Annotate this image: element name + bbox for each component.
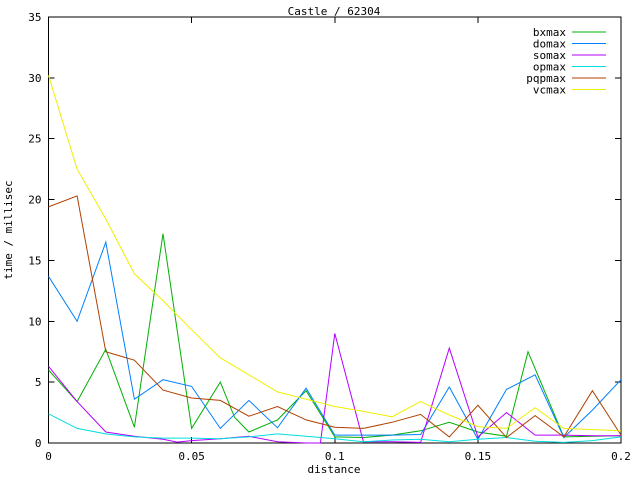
- legend-label-somax: somax: [533, 49, 566, 62]
- x-tick-label: 0.1: [325, 450, 345, 463]
- y-tick-label: 25: [28, 133, 41, 146]
- y-tick-label: 10: [28, 315, 41, 328]
- legend-label-bxmax: bxmax: [533, 26, 566, 39]
- y-tick-label: 0: [35, 437, 42, 450]
- x-axis-label: distance: [308, 463, 361, 476]
- x-tick-label: 0.05: [178, 450, 205, 463]
- y-axis-label: time / millisec: [2, 180, 15, 279]
- legend-label-pqpmax: pqpmax: [526, 72, 566, 85]
- series-line-bxmax: [48, 233, 622, 439]
- legend-label-opmax: opmax: [533, 61, 566, 74]
- series-line-domax: [48, 240, 622, 441]
- series-line-somax: [48, 333, 621, 444]
- series-line-opmax: [48, 413, 622, 443]
- y-tick-label: 15: [28, 254, 41, 267]
- chart-title: Castle / 62304: [288, 5, 381, 18]
- legend-label-domax: domax: [533, 38, 566, 51]
- series-layer: [48, 75, 622, 444]
- x-tick-label: 0.2: [611, 450, 631, 463]
- y-tick-label: 5: [35, 376, 42, 389]
- y-tick-label: 20: [28, 194, 41, 207]
- legend-label-vcmax: vcmax: [533, 84, 566, 97]
- x-tick-label: 0.15: [465, 450, 492, 463]
- axes-layer: 0 0.05 0.1 0.15 0.2 0 5 10 15 20 25 30 35: [28, 11, 631, 463]
- series-line-vcmax: [48, 75, 622, 432]
- y-tick-label: 35: [28, 11, 41, 24]
- series-line-pqpmax: [48, 195, 622, 439]
- y-tick-label: 30: [28, 72, 41, 85]
- x-tick-label: 0: [45, 450, 52, 463]
